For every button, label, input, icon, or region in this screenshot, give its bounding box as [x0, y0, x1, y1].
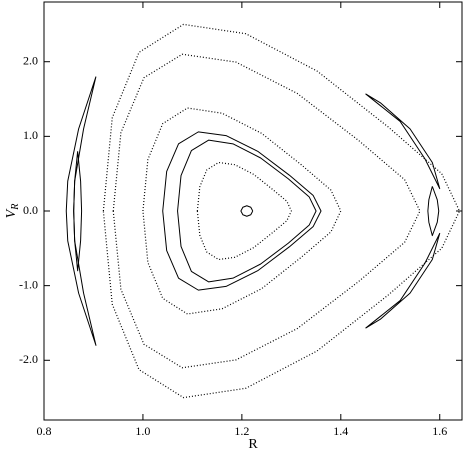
y-axis-label: VR — [4, 204, 21, 219]
orbit — [73, 151, 83, 272]
y-tick-label: -2.0 — [19, 352, 38, 366]
y-tick-label: 2.0 — [23, 53, 38, 67]
orbit — [240, 205, 254, 217]
x-tick-label: 1.6 — [432, 424, 447, 438]
x-axis-label: R — [248, 437, 258, 452]
orbit — [365, 93, 441, 190]
orbit — [142, 107, 342, 315]
orbit — [365, 232, 441, 329]
orbit — [196, 161, 292, 261]
x-tick-label: 1.4 — [333, 424, 348, 438]
orbit — [427, 186, 440, 237]
y-axis-label-sub: R — [10, 204, 21, 211]
y-axis-label-main: V — [4, 208, 19, 218]
x-tick-label: 0.8 — [37, 424, 52, 438]
x-tick-label: 1.0 — [135, 424, 150, 438]
orbit — [162, 131, 322, 291]
y-tick-label: 0.0 — [23, 203, 38, 217]
x-tick-label: 1.2 — [234, 424, 249, 438]
orbit — [112, 53, 421, 369]
y-tick-label: 1.0 — [23, 128, 38, 142]
plot-frame — [43, 1, 463, 421]
y-tick-label: -1.0 — [19, 277, 38, 291]
orbit — [102, 23, 461, 399]
orbit — [177, 139, 317, 283]
